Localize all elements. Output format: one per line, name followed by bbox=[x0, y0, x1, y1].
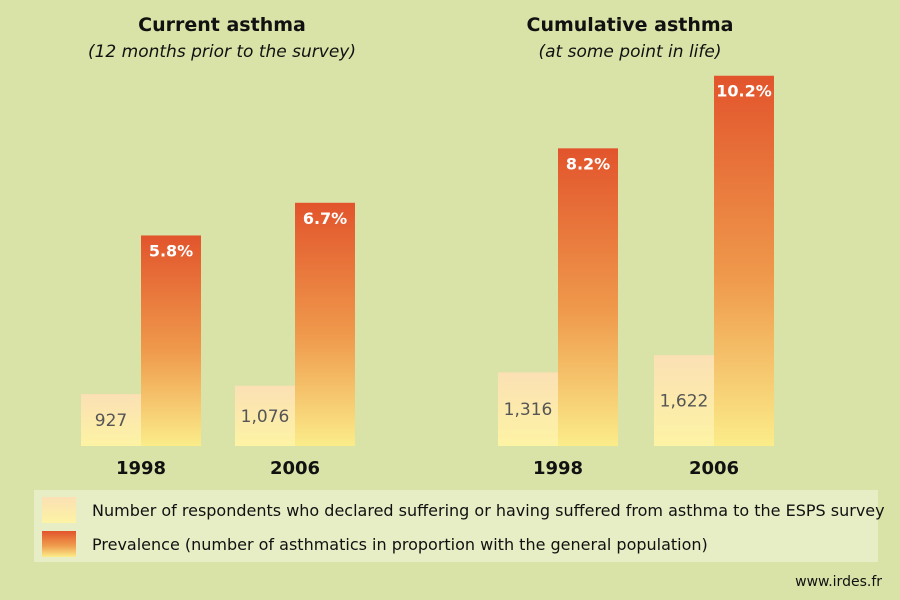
legend-label-prevalence: Prevalence (number of asthmatics in prop… bbox=[92, 535, 708, 554]
legend-box bbox=[34, 490, 878, 562]
panel-1-subtitle: (12 months prior to the survey) bbox=[88, 42, 356, 62]
bar-respondents-2-2006 bbox=[654, 355, 714, 446]
x-tick-label-2-2006: 2006 bbox=[689, 458, 739, 479]
data-label-respondents-1-1998: 927 bbox=[95, 411, 127, 431]
data-label-respondents-1-2006: 1,076 bbox=[241, 407, 290, 427]
bars-group: 927 5.8% 1998 1,076 6.7% 2006 1,316 8.2% 1998 1,6… bbox=[81, 75, 774, 479]
data-label-prevalence-1-2006: 6.7% bbox=[303, 209, 347, 228]
data-label-prevalence-2-1998: 8.2% bbox=[566, 154, 610, 173]
bar-prevalence-2-2006 bbox=[714, 75, 774, 447]
x-tick-label-1-1998: 1998 bbox=[116, 458, 166, 479]
data-label-respondents-2-1998: 1,316 bbox=[504, 400, 553, 420]
x-tick-label-2-1998: 1998 bbox=[533, 458, 583, 479]
panel-1-title: Current asthma bbox=[138, 14, 306, 36]
legend-label-respondents: Number of respondents who declared suffe… bbox=[92, 501, 885, 520]
data-label-prevalence-1-1998: 5.8% bbox=[149, 241, 193, 260]
bar-respondents-2-1998 bbox=[498, 372, 558, 446]
panel-2-title: Cumulative asthma bbox=[527, 14, 734, 36]
source-url: www.irdes.fr bbox=[795, 574, 882, 590]
bar-respondents-1-1998 bbox=[81, 394, 141, 446]
legend-swatch-prevalence bbox=[42, 531, 76, 557]
data-label-prevalence-2-2006: 10.2% bbox=[716, 82, 772, 101]
legend-swatch-respondents bbox=[42, 497, 76, 523]
bar-prevalence-1-1998 bbox=[141, 235, 201, 446]
x-tick-label-1-2006: 2006 bbox=[270, 458, 320, 479]
bar-respondents-1-2006 bbox=[235, 385, 295, 446]
bar-prevalence-1-2006 bbox=[295, 202, 355, 446]
bar-prevalence-2-1998 bbox=[558, 148, 618, 446]
panel-2-subtitle: (at some point in life) bbox=[539, 42, 722, 62]
data-label-respondents-2-2006: 1,622 bbox=[660, 392, 709, 412]
